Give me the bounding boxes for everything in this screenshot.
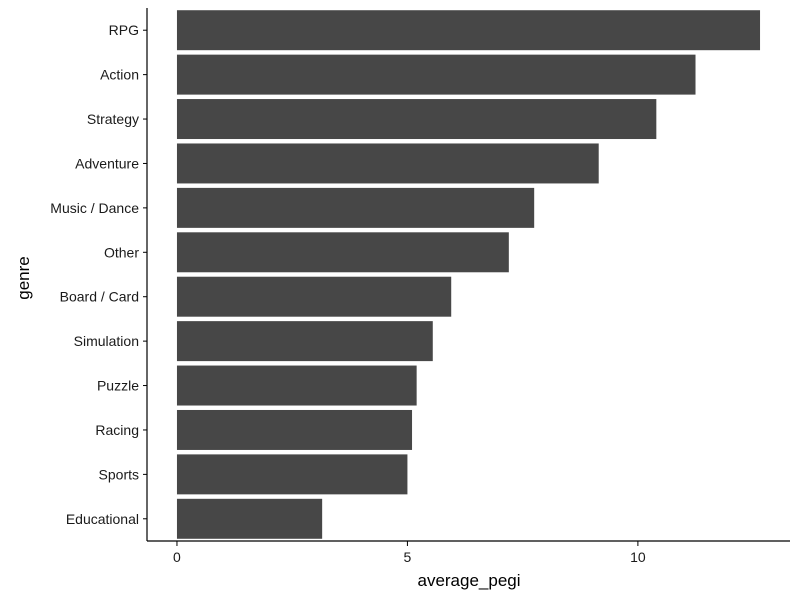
y-tick-marks bbox=[143, 29, 147, 520]
bar bbox=[176, 143, 599, 184]
y-tick-label: Other bbox=[104, 244, 139, 260]
y-tick-label: Educational bbox=[66, 511, 139, 527]
y-tick-labels: RPG Action Strategy Adventure Music / Dance O… bbox=[50, 22, 139, 527]
bar bbox=[176, 232, 509, 273]
x-tick-marks bbox=[176, 541, 639, 546]
bar bbox=[176, 365, 417, 406]
x-tick-label: 5 bbox=[404, 549, 412, 565]
y-tick-label: Strategy bbox=[87, 111, 139, 127]
bar bbox=[176, 276, 452, 317]
y-tick-label: Racing bbox=[95, 422, 139, 438]
bar bbox=[176, 99, 657, 140]
x-tick-label: 0 bbox=[173, 549, 181, 565]
y-tick-label: Music / Dance bbox=[50, 200, 139, 216]
bar bbox=[176, 454, 408, 495]
bar bbox=[176, 54, 696, 95]
y-tick-label: Sports bbox=[99, 466, 139, 482]
bars-group bbox=[176, 10, 761, 539]
y-tick-label: Puzzle bbox=[97, 378, 139, 394]
bar bbox=[176, 321, 433, 362]
x-tick-label: 10 bbox=[630, 549, 646, 565]
bar bbox=[176, 498, 323, 539]
y-tick-label: Simulation bbox=[74, 333, 139, 349]
y-tick-label: RPG bbox=[109, 22, 139, 38]
y-tick-label: Board / Card bbox=[60, 289, 139, 305]
y-axis-title: genre bbox=[14, 256, 33, 299]
x-tick-labels: 0 5 10 bbox=[173, 549, 646, 565]
y-tick-label: Adventure bbox=[75, 155, 139, 171]
bar bbox=[176, 10, 761, 51]
bar bbox=[176, 409, 413, 450]
bar bbox=[176, 187, 535, 228]
x-axis-title: average_pegi bbox=[417, 571, 520, 590]
y-tick-label: Action bbox=[100, 67, 139, 83]
